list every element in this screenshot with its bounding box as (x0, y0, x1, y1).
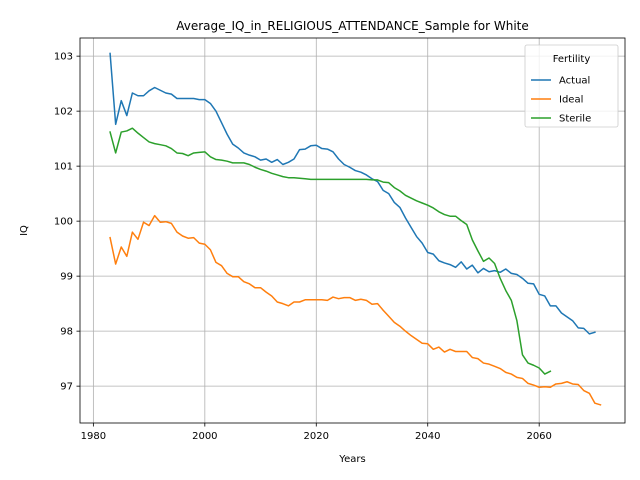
y-tick-label: 103 (54, 52, 73, 63)
legend-items: Actual Ideal Sterile (531, 76, 591, 125)
legend-box (524, 44, 619, 128)
y-tick-label: 100 (54, 217, 73, 228)
y-axis-label: IQ (19, 225, 30, 236)
series-lines (109, 52, 602, 406)
x-tick-label: 1980 (81, 431, 106, 442)
x-tick-label: 2020 (304, 431, 329, 442)
y-tick-label: 97 (60, 382, 73, 393)
series-line-actual (109, 52, 596, 335)
series-line-ideal (109, 214, 602, 406)
x-tick-label: 2000 (192, 431, 217, 442)
plot-frame (79, 37, 626, 424)
legend-title: Fertility (553, 54, 591, 65)
x-axis-label: Years (338, 454, 365, 465)
y-tick-label: 99 (60, 272, 73, 283)
legend-label-ideal: Ideal (559, 95, 583, 106)
x-tick-label: 2060 (526, 431, 551, 442)
y-tick-label: 102 (54, 107, 73, 118)
legend: Fertility Actual Ideal Sterile (524, 44, 619, 128)
y-axis-ticks: 97 98 99 100 101 102 103 (54, 52, 80, 393)
legend-label-actual: Actual (559, 76, 590, 87)
series-line-sterile (109, 127, 552, 375)
x-tick-label: 2040 (415, 431, 440, 442)
chart-title: Average_IQ_in_RELIGIOUS_ATTENDANCE_Sampl… (176, 19, 529, 33)
x-axis-ticks: 1980 2000 2020 2040 2060 (81, 423, 552, 442)
legend-label-sterile: Sterile (559, 114, 591, 125)
y-tick-label: 101 (54, 162, 73, 173)
y-tick-label: 98 (60, 327, 73, 338)
